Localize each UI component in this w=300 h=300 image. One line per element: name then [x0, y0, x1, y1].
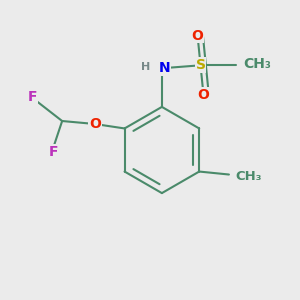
- Text: O: O: [192, 28, 203, 43]
- Text: CH₃: CH₃: [235, 169, 261, 182]
- Text: H: H: [141, 62, 150, 72]
- Text: CH₃: CH₃: [244, 57, 272, 71]
- Text: F: F: [28, 90, 37, 104]
- Text: O: O: [89, 117, 101, 131]
- Text: O: O: [198, 88, 209, 102]
- Text: N: N: [158, 61, 170, 75]
- Text: F: F: [49, 145, 58, 159]
- Text: S: S: [196, 58, 206, 72]
